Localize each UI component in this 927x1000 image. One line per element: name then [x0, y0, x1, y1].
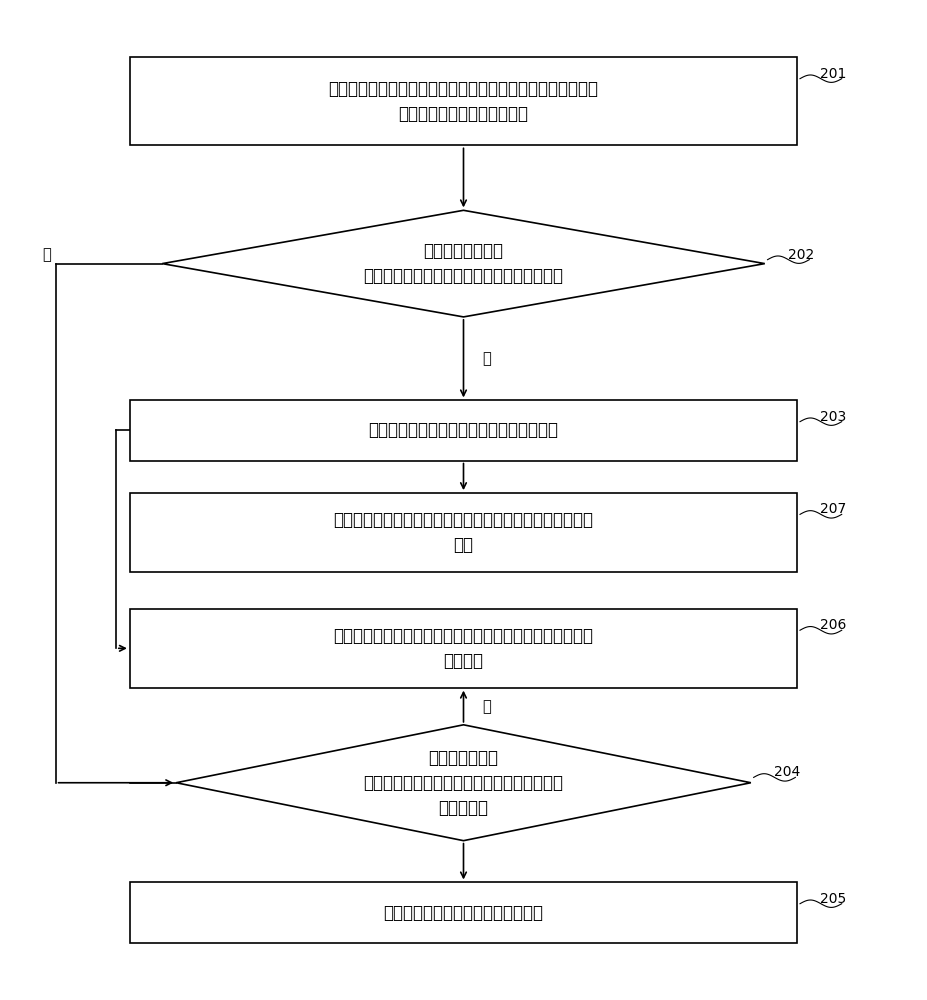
- Text: 203: 203: [820, 410, 846, 424]
- Text: 是: 是: [482, 699, 490, 714]
- Polygon shape: [162, 210, 765, 317]
- Text: 202: 202: [788, 248, 814, 262]
- Text: 通过监测所述终端设备中的虚拟网卡的网络接口，获取终端设
备中各应用访问网络的数据包: 通过监测所述终端设备中的虚拟网卡的网络接口，获取终端设 备中各应用访问网络的数据…: [328, 80, 599, 123]
- Text: 201: 201: [820, 67, 846, 81]
- FancyBboxPatch shape: [130, 493, 797, 572]
- Text: 是: 是: [482, 351, 490, 366]
- Text: 204: 204: [774, 765, 800, 779]
- Text: 205: 205: [820, 892, 846, 906]
- Text: 将所述数据包中包括的目的服务器地址，添加至所述预设的
地址库中: 将所述数据包中包括的目的服务器地址，添加至所述预设的 地址库中: [334, 627, 593, 670]
- Polygon shape: [176, 725, 751, 841]
- Text: 判断所述数据包
对应的信息摘要，是否与预设的特征码库中的
特征码匹配: 判断所述数据包 对应的信息摘要，是否与预设的特征码库中的 特征码匹配: [363, 749, 564, 817]
- Text: 207: 207: [820, 502, 846, 516]
- FancyBboxPatch shape: [130, 882, 797, 943]
- FancyBboxPatch shape: [130, 57, 797, 145]
- Text: 通过提示窗口，询问用户是否对发送所述数据包的应用进行
卸载: 通过提示窗口，询问用户是否对发送所述数据包的应用进行 卸载: [334, 511, 593, 554]
- FancyBboxPatch shape: [130, 400, 797, 461]
- Text: 确定发送所述数据包的应用中携带恶意程序: 确定发送所述数据包的应用中携带恶意程序: [369, 421, 558, 439]
- Text: 将所述数据包发送至所述目的服务器: 将所述数据包发送至所述目的服务器: [384, 904, 543, 922]
- Text: 206: 206: [820, 618, 846, 632]
- Text: 判断所述数据包中
包含的目的服务器地址是否在预设的地址库中: 判断所述数据包中 包含的目的服务器地址是否在预设的地址库中: [363, 242, 564, 285]
- Text: 否: 否: [43, 247, 51, 262]
- FancyBboxPatch shape: [130, 609, 797, 688]
